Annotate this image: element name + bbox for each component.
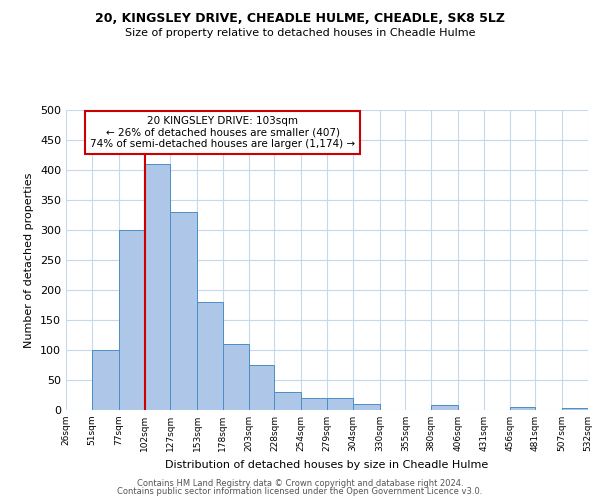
- Bar: [327, 398, 353, 410]
- Text: Size of property relative to detached houses in Cheadle Hulme: Size of property relative to detached ho…: [125, 28, 475, 38]
- Bar: [170, 212, 197, 410]
- Bar: [431, 405, 458, 410]
- Y-axis label: Number of detached properties: Number of detached properties: [25, 172, 34, 348]
- Text: Contains HM Land Registry data © Crown copyright and database right 2024.: Contains HM Land Registry data © Crown c…: [137, 478, 463, 488]
- Bar: [301, 398, 327, 410]
- Text: 20 KINGSLEY DRIVE: 103sqm
← 26% of detached houses are smaller (407)
74% of semi: 20 KINGSLEY DRIVE: 103sqm ← 26% of detac…: [90, 116, 355, 149]
- Bar: [274, 392, 301, 410]
- Bar: [353, 404, 380, 410]
- Bar: [248, 365, 274, 410]
- Text: 20, KINGSLEY DRIVE, CHEADLE HULME, CHEADLE, SK8 5LZ: 20, KINGSLEY DRIVE, CHEADLE HULME, CHEAD…: [95, 12, 505, 26]
- Bar: [562, 408, 588, 410]
- X-axis label: Distribution of detached houses by size in Cheadle Hulme: Distribution of detached houses by size …: [166, 460, 488, 469]
- Bar: [119, 230, 145, 410]
- Bar: [145, 164, 170, 410]
- Bar: [197, 302, 223, 410]
- Bar: [509, 407, 535, 410]
- Bar: [92, 350, 119, 410]
- Text: Contains public sector information licensed under the Open Government Licence v3: Contains public sector information licen…: [118, 487, 482, 496]
- Bar: [223, 344, 248, 410]
